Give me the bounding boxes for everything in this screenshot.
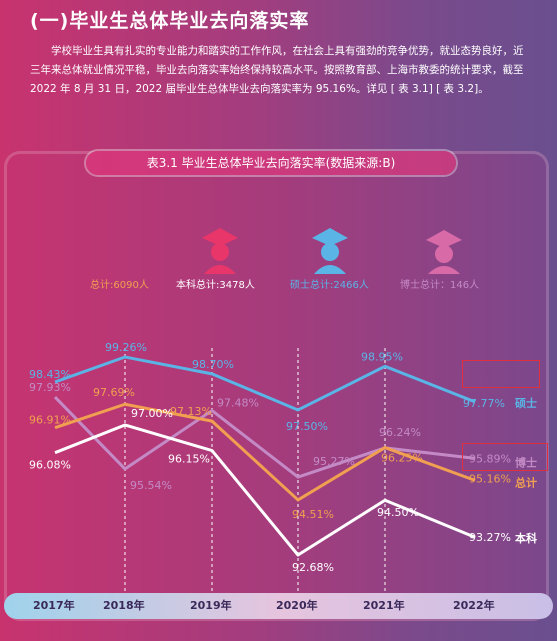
data-label: 95.16% [469, 472, 511, 485]
data-label: 94.51% [292, 508, 334, 521]
data-label: 93.27% [469, 531, 511, 544]
data-label: 96.25% [381, 452, 423, 465]
section-heading: (一)毕业生总体毕业去向落实率 [30, 10, 310, 32]
graduate-icon-bachelor [202, 228, 238, 274]
series-line-总计 [54, 402, 476, 502]
data-label: 95.27% [313, 455, 355, 468]
series-name-本科: 本科 [515, 531, 537, 545]
data-label: 96.08% [29, 459, 71, 472]
graduate-icon-doctor [426, 230, 462, 274]
legend-doctor: 博士总计：146人 [400, 280, 480, 291]
data-label: 99.26% [105, 341, 147, 354]
data-label: 92.68% [292, 561, 334, 574]
series-name-总计: 总计 [515, 475, 537, 489]
data-label: 96.24% [379, 426, 421, 439]
data-label: 97.50% [286, 420, 328, 433]
data-label: 98.95% [361, 350, 403, 363]
legend-bachelor: 本科总计:3478人 [176, 280, 255, 291]
data-label: 97.77% [463, 397, 505, 410]
data-label: 97.93% [29, 381, 71, 394]
data-label: 97.48% [217, 397, 259, 410]
x-tick-label: 2017年 [33, 599, 75, 612]
intro-paragraph: 学校毕业生具有扎实的专业能力和踏实的工作作风，在社会上具有强劲的竞争优势，就业态… [30, 45, 524, 95]
data-label: 96.15% [168, 453, 210, 466]
chart-title: 表3.1 毕业生总体毕业去向落实率(数据来源:B) [86, 151, 456, 175]
graduate-icon-master [312, 228, 348, 274]
highlight-master-2022 [462, 360, 540, 388]
x-tick-label: 2021年 [363, 599, 405, 612]
x-axis-bar [4, 593, 553, 619]
highlight-bachelor-2022 [462, 443, 548, 471]
data-label: 98.70% [192, 358, 234, 371]
data-label: 97.69% [93, 386, 135, 399]
series-name-博士: 博士 [515, 455, 537, 469]
x-tick-label: 2019年 [190, 599, 232, 612]
series-name-硕士: 硕士 [515, 396, 537, 410]
data-label: 96.91% [29, 414, 71, 427]
data-label: 98.43% [29, 368, 71, 381]
series-line-本科 [54, 423, 476, 557]
data-label: 95.89% [469, 452, 511, 465]
chart-panel [4, 151, 549, 621]
data-label: 95.54% [130, 479, 172, 492]
series-line-博士 [53, 395, 476, 479]
x-tick-label: 2022年 [453, 599, 495, 612]
data-label: 97.13% [170, 405, 212, 418]
x-tick-label: 2018年 [103, 599, 145, 612]
legend-total: 总计:6090人 [90, 280, 149, 291]
data-label: 97.00% [131, 407, 173, 420]
x-tick-label: 2020年 [276, 599, 318, 612]
data-label: 94.50% [377, 506, 419, 519]
series-line-硕士 [54, 355, 476, 412]
legend-master: 硕士总计:2466人 [290, 280, 369, 291]
